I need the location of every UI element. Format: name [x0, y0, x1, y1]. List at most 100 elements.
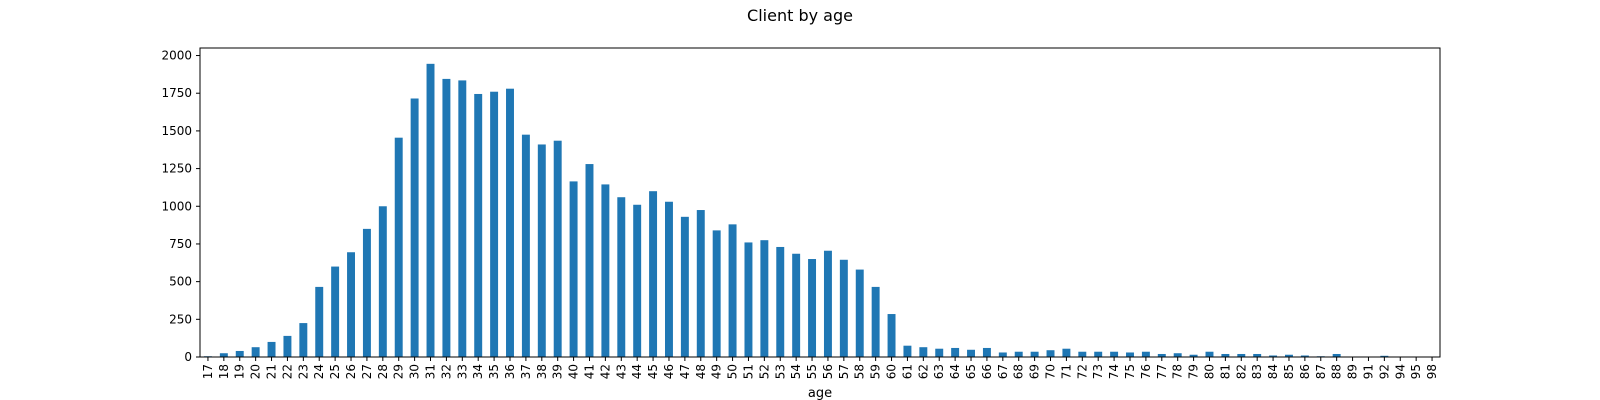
bar-age-19: [235, 350, 244, 357]
bar-age-56: [823, 250, 832, 357]
x-tick-label: 58: [853, 364, 867, 379]
x-tick-label: 31: [424, 364, 438, 379]
bar-age-53: [776, 246, 785, 357]
bar-age-32: [442, 78, 451, 358]
bar-age-69: [1030, 351, 1039, 357]
x-tick-label: 21: [265, 364, 279, 379]
x-tick-label: 61: [900, 364, 914, 379]
y-tick-label: 0: [184, 350, 192, 364]
x-tick-label: 89: [1346, 364, 1360, 379]
chart-title: Client by age: [747, 6, 853, 25]
bar-age-64: [951, 347, 960, 357]
plot-area-frame: [199, 47, 1441, 358]
bar-age-85: [1285, 354, 1293, 357]
bar-age-50: [728, 224, 737, 357]
x-tick-label: 57: [837, 364, 851, 379]
x-tick-label: 24: [312, 364, 326, 379]
x-tick-label: 73: [1091, 364, 1105, 379]
bar-age-82: [1237, 353, 1246, 357]
x-tick-label: 53: [773, 364, 787, 379]
x-tick-label: 18: [217, 364, 231, 379]
x-tick-label: 66: [980, 364, 994, 379]
bar-age-27: [362, 228, 371, 357]
y-tick-label: 750: [169, 237, 192, 251]
x-tick-label: 91: [1361, 364, 1375, 379]
x-tick-label: 94: [1393, 364, 1407, 379]
x-tick-label: 59: [869, 364, 883, 379]
x-axis: 17 18 19 20 21 22 23 24 25 26 27 28 29 30 31 32 33 34 35 36…: [201, 357, 1439, 379]
x-tick-label: 68: [1012, 364, 1026, 379]
x-tick-label: 47: [678, 364, 692, 379]
y-axis: 0 250 500 750 1000 1250 1500 1750 2000: [161, 49, 200, 364]
x-tick-label: 55: [805, 364, 819, 379]
bar-age-25: [331, 266, 340, 357]
bar-age-43: [617, 197, 626, 357]
x-tick-label: 60: [885, 364, 899, 379]
bar-age-81: [1221, 353, 1230, 357]
bar-age-24: [315, 286, 324, 357]
x-tick-label: 35: [487, 364, 501, 379]
x-tick-label: 52: [757, 364, 771, 379]
x-tick-label: 44: [630, 364, 644, 379]
x-tick-label: 29: [392, 364, 406, 379]
x-tick-label: 19: [233, 364, 247, 379]
x-tick-label: 40: [567, 364, 581, 379]
x-tick-label: 85: [1282, 364, 1296, 379]
x-tick-label: 72: [1075, 364, 1089, 379]
x-tick-label: 88: [1330, 364, 1344, 379]
x-tick-label: 37: [519, 364, 533, 379]
x-tick-label: 36: [503, 364, 517, 379]
x-tick-label: 43: [614, 364, 628, 379]
x-tick-label: 98: [1425, 364, 1439, 379]
bar-age-77: [1157, 353, 1166, 357]
x-tick-label: 65: [964, 364, 978, 379]
bar-age-59: [871, 286, 880, 357]
y-tick-label: 1500: [161, 124, 192, 138]
y-tick-label: 1250: [161, 162, 192, 176]
bar-age-38: [537, 144, 546, 357]
x-tick-label: 33: [455, 364, 469, 379]
x-tick-label: 25: [328, 364, 342, 379]
x-tick-label: 28: [376, 364, 390, 379]
y-tick-label: 1000: [161, 199, 192, 213]
x-tick-label: 84: [1266, 364, 1280, 379]
y-tick-label: 250: [169, 312, 192, 326]
x-tick-label: 45: [646, 364, 660, 379]
bar-age-26: [347, 252, 355, 357]
bar-age-47: [680, 216, 689, 357]
y-tick-label: 1750: [161, 86, 192, 100]
x-tick-label: 26: [344, 364, 358, 379]
bar-age-48: [696, 210, 705, 357]
bars-group: [203, 63, 1437, 358]
x-tick-label: 78: [1171, 364, 1185, 379]
bar-age-63: [935, 348, 944, 357]
bar-age-40: [569, 181, 578, 357]
x-tick-label: 51: [741, 364, 755, 379]
bar-age-55: [808, 259, 817, 357]
x-tick-label: 41: [582, 364, 596, 379]
bar-age-34: [474, 93, 483, 357]
bar-age-44: [633, 204, 642, 357]
bar-age-74: [1110, 351, 1119, 357]
bar-age-45: [649, 191, 658, 357]
x-tick-label: 87: [1314, 364, 1328, 379]
x-tick-label: 82: [1234, 364, 1248, 379]
bar-age-84: [1269, 355, 1278, 357]
x-tick-label: 56: [821, 364, 835, 379]
x-tick-label: 64: [948, 364, 962, 379]
bar-age-46: [665, 201, 673, 357]
x-tick-label: 34: [471, 364, 485, 379]
y-tick-label: 2000: [161, 49, 192, 63]
x-tick-label: 30: [408, 364, 422, 379]
x-tick-label: 32: [439, 364, 453, 379]
x-tick-label: 69: [1028, 364, 1042, 379]
bar-age-39: [553, 140, 562, 357]
bar-age-92: [1380, 355, 1389, 357]
bar-age-37: [521, 134, 530, 357]
x-tick-label: 74: [1107, 364, 1121, 379]
bar-age-66: [982, 347, 991, 357]
bar-age-60: [887, 314, 896, 357]
x-tick-label: 92: [1377, 364, 1391, 379]
bar-age-71: [1062, 348, 1071, 357]
